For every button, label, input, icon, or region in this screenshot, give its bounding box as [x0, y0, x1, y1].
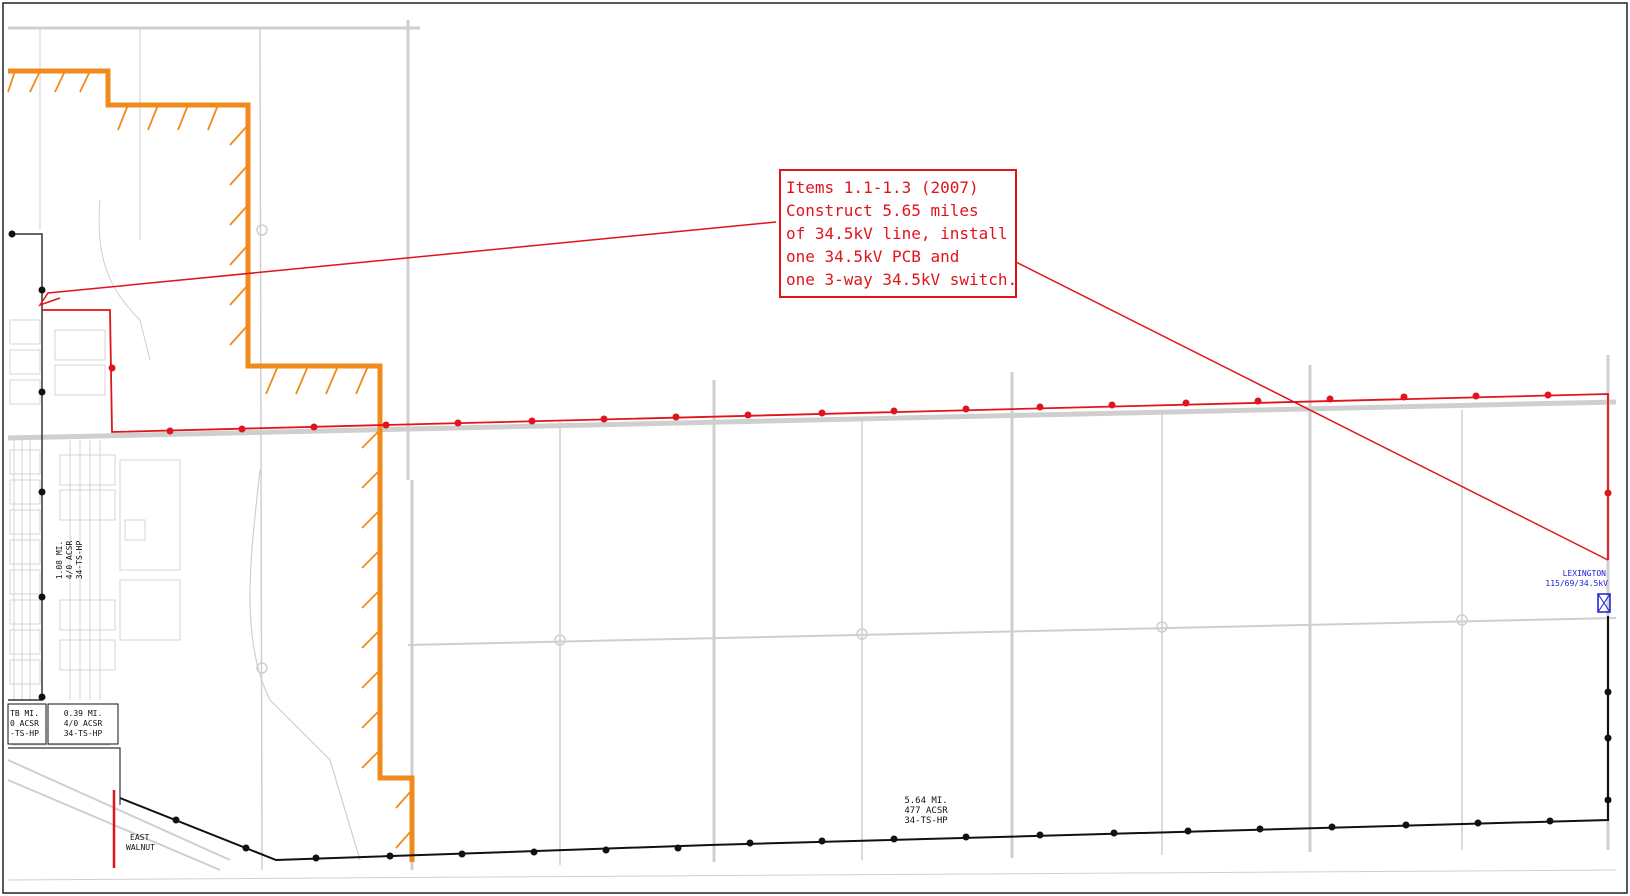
- callout-box: Items 1.1-1.3 (2007) Construct 5.65 mile…: [779, 169, 1017, 298]
- street-name-line-2: WALNUT: [126, 843, 155, 852]
- existing-line-bottom: [119, 616, 1612, 862]
- label-left-edge: TB MI. 0 ACSR -TS-HP: [7, 703, 47, 745]
- label-bottom-conductor: 477 ACSR: [904, 806, 948, 816]
- substation-name: LEXINGTON: [1563, 569, 1607, 578]
- label-bottom-length: 5.64 MI.: [904, 796, 947, 806]
- label-left-mid-length: 0.39 MI.: [64, 709, 103, 718]
- label-left-mid-type: 34-TS-HP: [64, 729, 103, 738]
- callout-leaders: [38, 221, 1609, 561]
- label-left-mid: 0.39 MI. 4/0 ACSR 34-TS-HP: [47, 703, 119, 745]
- callout-line-4: one 34.5kV PCB and: [786, 247, 959, 266]
- label-left-edge-length: TB MI.: [10, 709, 39, 718]
- callout-line-1: Items 1.1-1.3 (2007): [786, 178, 979, 197]
- road-grid: [7, 20, 1617, 881]
- label-bottom-main: 5.64 MI. 477 ACSR 34-TS-HP: [904, 796, 948, 826]
- callout-line-2: Construct 5.65 miles: [786, 201, 979, 220]
- callout-line-3: of 34.5kV line, install: [786, 224, 1008, 243]
- label-left-edge-conductor: 0 ACSR: [10, 719, 39, 728]
- city-blocks: [9, 319, 181, 746]
- callout-line-5: one 3-way 34.5kV switch.: [786, 270, 1017, 289]
- substation-rating: 115/69/34.5kV: [1545, 579, 1608, 588]
- label-vertical: 1.08 MI. 4/0 ACSR 34-TS-HP: [55, 541, 84, 580]
- label-vertical-length: 1.08 MI.: [55, 541, 64, 580]
- label-vertical-type: 34-TS-HP: [75, 541, 84, 580]
- label-left-mid-conductor: 4/0 ACSR: [64, 719, 103, 728]
- substation: LEXINGTON 115/69/34.5kV: [1545, 569, 1611, 613]
- street-label: EAST WALNUT: [126, 833, 155, 852]
- existing-line-vertical: [8, 230, 121, 805]
- service-boundary: [7, 68, 415, 862]
- label-bottom-type: 34-TS-HP: [904, 816, 948, 826]
- label-left-edge-type: -TS-HP: [10, 729, 39, 738]
- street-name-line-1: EAST: [130, 833, 149, 842]
- proposed-line: [42, 309, 1612, 868]
- label-vertical-conductor: 4/0 ACSR: [65, 541, 74, 580]
- intersection-markers: [256, 224, 1468, 674]
- substation-icon: [1597, 593, 1611, 613]
